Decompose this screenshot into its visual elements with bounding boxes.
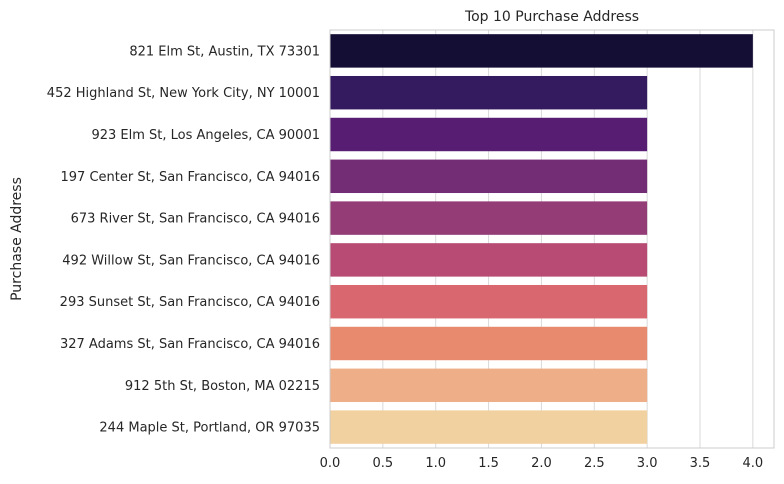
bar — [330, 368, 648, 403]
y-tick-label: 452 Highland St, New York City, NY 10001 — [47, 86, 320, 101]
bar — [330, 34, 753, 68]
x-tick-label: 2.0 — [531, 456, 552, 471]
y-tick-label: 197 Center St, San Francisco, CA 94016 — [61, 170, 320, 185]
bar — [330, 326, 648, 361]
chart-title: Top 10 Purchase Address — [464, 9, 639, 25]
y-tick-label: 821 Elm St, Austin, TX 73301 — [129, 44, 320, 59]
x-tick-label: 1.0 — [425, 456, 446, 471]
bar — [330, 75, 648, 110]
y-tick-label: 244 Maple St, Portland, OR 97035 — [99, 421, 320, 436]
y-tick-label: 327 Adams St, San Francisco, CA 94016 — [60, 337, 320, 352]
x-tick-label: 4.0 — [743, 456, 764, 471]
bars — [330, 34, 753, 444]
y-tick-labels: 821 Elm St, Austin, TX 73301 452 Highland… — [47, 44, 320, 435]
bar — [330, 117, 648, 152]
bar — [330, 410, 648, 444]
x-tick-label: 1.5 — [478, 456, 499, 471]
bar — [330, 159, 648, 194]
bar — [330, 284, 648, 319]
bar — [330, 243, 648, 277]
y-axis-label: Purchase Address — [9, 177, 25, 301]
y-tick-label: 492 Willow St, San Francisco, CA 94016 — [62, 253, 320, 268]
y-tick-label: 293 Sunset St, San Francisco, CA 94016 — [60, 295, 320, 310]
x-tick-labels: 0.0 0.5 1.0 1.5 2.0 2.5 3.0 3.5 4.0 — [320, 456, 764, 471]
y-tick-label: 673 River St, San Francisco, CA 94016 — [71, 212, 320, 227]
x-tick-label: 0.5 — [373, 456, 394, 471]
x-tick-label: 3.0 — [637, 456, 658, 471]
plot-frame — [329, 29, 775, 449]
y-tick-label: 912 5th St, Boston, MA 02215 — [125, 379, 320, 394]
x-tick-label: 3.5 — [690, 456, 711, 471]
bar — [330, 201, 648, 235]
y-tick-label: 923 Elm St, Los Angeles, CA 90001 — [91, 128, 320, 143]
x-tick-label: 0.0 — [320, 456, 341, 471]
x-tick-label: 2.5 — [584, 456, 605, 471]
